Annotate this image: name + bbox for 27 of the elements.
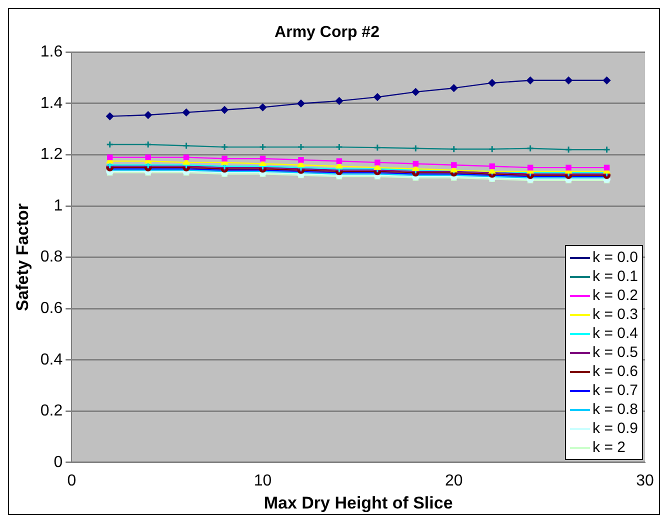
y-tick-label: 0.6 <box>40 300 63 317</box>
legend-label: k = 0.9 <box>592 419 638 438</box>
x-tick-label: 30 <box>636 472 654 490</box>
y-axis-title: Safety Factor <box>12 203 32 312</box>
chart-title: Army Corp #2 <box>274 24 380 42</box>
x-tick-label: 20 <box>444 472 463 490</box>
legend-label: k = 0.3 <box>592 305 638 324</box>
legend-label: k = 0.0 <box>592 248 638 268</box>
legend-label: k = 0.7 <box>592 381 638 400</box>
legend-label: k = 0.1 <box>592 267 638 286</box>
legend-label: k = 0.4 <box>592 324 638 344</box>
x-axis-title: Max Dry Height of Slice <box>264 493 453 512</box>
legend-label: k = 0.5 <box>592 343 638 362</box>
y-tick-label: 1.2 <box>40 146 63 164</box>
y-tick-label: 0 <box>54 454 63 471</box>
legend-label: k = 0.2 <box>592 286 638 306</box>
legend-label: k = 0.6 <box>592 362 638 382</box>
legend-label: k = 0.8 <box>592 400 638 420</box>
y-tick-label: 1.4 <box>40 94 63 112</box>
y-tick-label: 1 <box>54 197 63 214</box>
y-tick-label: 0.8 <box>40 248 63 266</box>
y-tick-label: 1.6 <box>40 44 63 61</box>
y-tick-label: 0.4 <box>40 351 63 368</box>
y-tick-label: 0.2 <box>40 402 63 420</box>
x-tick-label: 0 <box>67 472 76 490</box>
x-tick-label: 10 <box>254 472 272 490</box>
legend-label: k = 2 <box>592 438 626 458</box>
